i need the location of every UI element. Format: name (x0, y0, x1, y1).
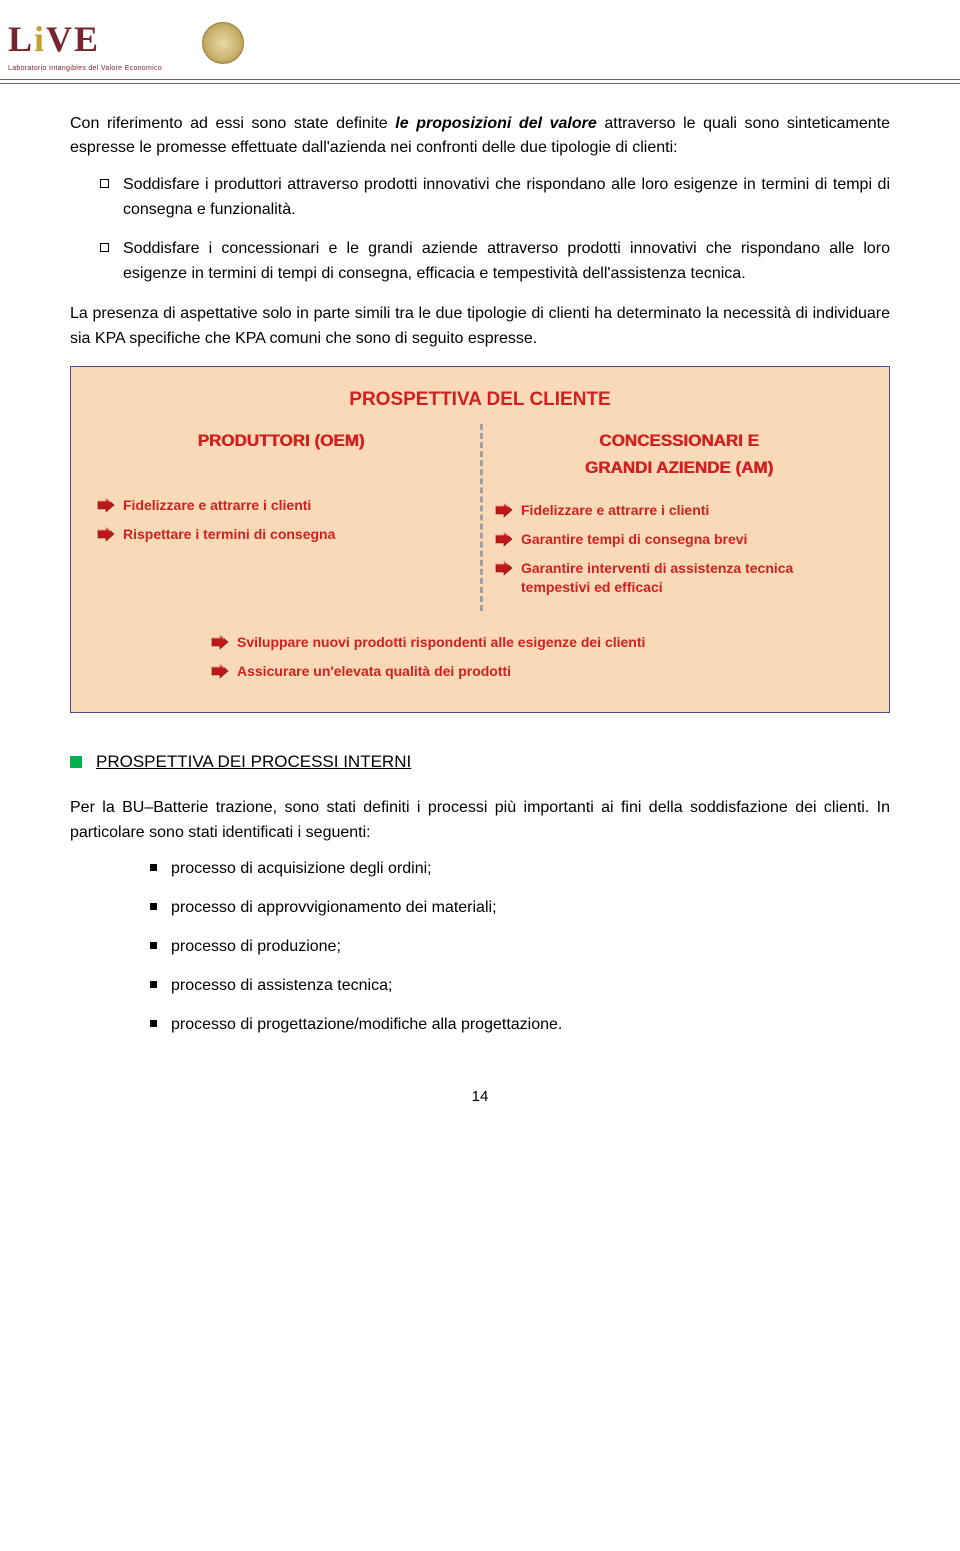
square-bullet-icon (100, 243, 109, 252)
diagram-item: Assicurare un'elevata qualità dei prodot… (211, 662, 863, 681)
arrow-icon (211, 663, 229, 679)
arrow-icon (495, 560, 513, 576)
diagram-item-text: Fidelizzare e attrarre i clienti (123, 496, 311, 515)
text: CONCESSIONARI E (599, 431, 759, 450)
list-item: processo di acquisizione degli ordini; (70, 857, 890, 882)
section-processes-title: PROSPETTIVA DEI PROCESSI INTERNI (70, 749, 890, 775)
left-col-head: PRODUTTORI (OEM) (97, 428, 465, 454)
list-item: processo di approvvigionamento dei mater… (70, 896, 890, 921)
filled-square-bullet-icon (150, 1020, 157, 1027)
diagram-item-text: Assicurare un'elevata qualità dei prodot… (237, 662, 511, 681)
diagram-item-text: Rispettare i termini di consegna (123, 525, 335, 544)
diagram-item: Rispettare i termini di consegna (97, 525, 465, 544)
logo-subtitle: Laboratorio Intangibles del Valore Econo… (8, 64, 162, 75)
diagram-item: Fidelizzare e attrarre i clienti (97, 496, 465, 515)
arrow-icon (211, 634, 229, 650)
list-item-text: processo di progettazione/modifiche alla… (171, 1013, 562, 1038)
diagram-item: Sviluppare nuovi prodotti rispondenti al… (211, 633, 863, 652)
page-header: LiVE Laboratorio Intangibles del Valore … (0, 0, 960, 80)
diagram-columns: PRODUTTORI (OEM) Fidelizzare e attrarre … (71, 428, 889, 606)
green-square-icon (70, 756, 82, 768)
list-item-text: processo di produzione; (171, 935, 341, 960)
list-item: processo di produzione; (70, 935, 890, 960)
diagram-item: Fidelizzare e attrarre i clienti (495, 501, 863, 520)
client-perspective-diagram: PROSPETTIVA DEL CLIENTE PRODUTTORI (OEM)… (70, 366, 890, 713)
emphasis-text: le proposizioni del valore (395, 115, 596, 132)
arrow-icon (97, 497, 115, 513)
diagram-right-column: CONCESSIONARI E GRANDI AZIENDE (AM) Fide… (465, 428, 863, 606)
filled-square-bullet-icon (150, 942, 157, 949)
list-item-text: Soddisfare i concessionari e le grandi a… (123, 237, 890, 287)
diagram-item-text: Garantire tempi di consegna brevi (521, 530, 747, 549)
text: Con riferimento ad essi sono state defin… (70, 115, 395, 132)
diagram-left-column: PRODUTTORI (OEM) Fidelizzare e attrarre … (97, 428, 465, 606)
logo-text: LiVE (8, 12, 162, 68)
right-col-head: CONCESSIONARI E GRANDI AZIENDE (AM) (495, 428, 863, 481)
paragraph-kpa: La presenza di aspettative solo in parte… (70, 302, 890, 352)
list-item-text: processo di approvvigionamento dei mater… (171, 896, 497, 921)
filled-square-bullet-icon (150, 981, 157, 988)
text: GRANDI AZIENDE (AM) (585, 458, 773, 477)
square-bullet-icon (100, 179, 109, 188)
arrow-icon (97, 526, 115, 542)
list-item-text: processo di acquisizione degli ordini; (171, 857, 432, 882)
diagram-item: Garantire tempi di consegna brevi (495, 530, 863, 549)
filled-square-bullet-icon (150, 864, 157, 871)
section-title-text: PROSPETTIVA DEI PROCESSI INTERNI (96, 752, 411, 771)
list-item: Soddisfare i produttori attraverso prodo… (70, 173, 890, 223)
diagram-bottom-items: Sviluppare nuovi prodotti rispondenti al… (71, 633, 889, 681)
paragraph-processes: Per la BU–Batterie trazione, sono stati … (70, 796, 890, 846)
arrow-icon (495, 502, 513, 518)
logo-block: LiVE Laboratorio Intangibles del Valore … (8, 12, 162, 75)
process-list: processo di acquisizione degli ordini; p… (70, 857, 890, 1037)
list-item-text: processo di assistenza tecnica; (171, 974, 392, 999)
diagram-title: PROSPETTIVA DEL CLIENTE (71, 385, 889, 414)
diagram-item-text: Garantire interventi di assistenza tecni… (521, 559, 863, 597)
arrow-icon (495, 531, 513, 547)
diagram-item-text: Fidelizzare e attrarre i clienti (521, 501, 709, 520)
paragraph-intro: Con riferimento ad essi sono state defin… (70, 112, 890, 162)
list-item: processo di progettazione/modifiche alla… (70, 1013, 890, 1038)
list-item: processo di assistenza tecnica; (70, 974, 890, 999)
bullet-list-clients: Soddisfare i produttori attraverso prodo… (70, 173, 890, 286)
filled-square-bullet-icon (150, 903, 157, 910)
list-item: Soddisfare i concessionari e le grandi a… (70, 237, 890, 287)
list-item-text: Soddisfare i produttori attraverso prodo… (123, 173, 890, 223)
header-rule (0, 83, 960, 84)
diagram-divider (480, 424, 483, 610)
diagram-item-text: Sviluppare nuovi prodotti rispondenti al… (237, 633, 645, 652)
diagram-item: Garantire interventi di assistenza tecni… (495, 559, 863, 597)
seal-icon (202, 22, 244, 64)
page-content: Con riferimento ad essi sono state defin… (0, 112, 960, 1149)
page-number: 14 (70, 1085, 890, 1108)
